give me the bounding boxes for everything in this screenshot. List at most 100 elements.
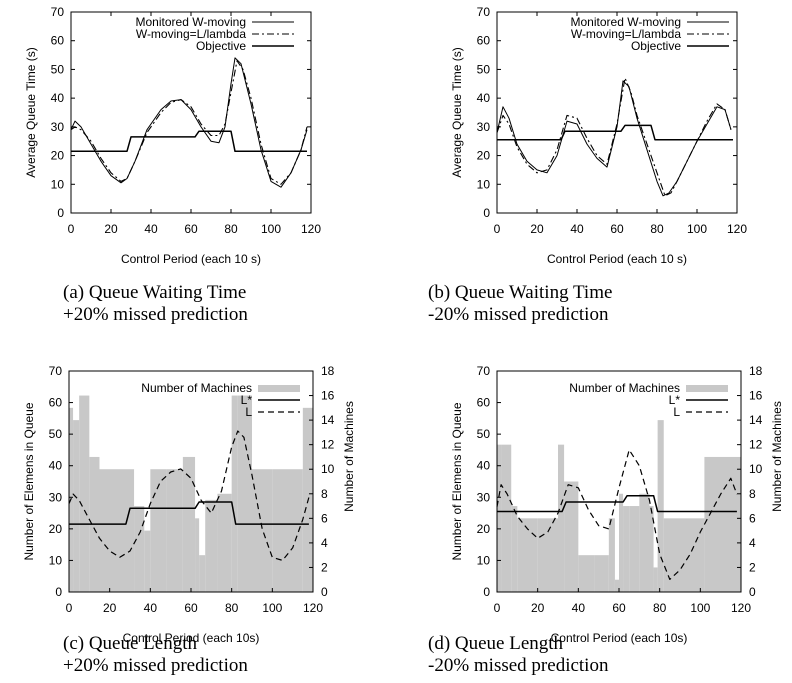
x-tick-label: 100 — [262, 601, 282, 615]
x-tick-label: 120 — [731, 601, 751, 615]
bar — [79, 395, 90, 592]
x-tick-label: 20 — [530, 222, 544, 236]
y-tick-label: 70 — [51, 5, 65, 19]
y-tick-label: 40 — [477, 91, 491, 105]
y2-tick-label: 12 — [749, 438, 763, 452]
x-tick-label: 0 — [68, 222, 75, 236]
y-tick-label: 70 — [477, 364, 491, 378]
y-tick-label: 10 — [477, 177, 491, 191]
bar — [73, 420, 80, 592]
legend: Monitored W-movingW-moving=L/lambdaObjec… — [136, 15, 294, 53]
x-tick-label: 80 — [225, 601, 239, 615]
bar — [517, 518, 538, 592]
bar — [537, 518, 558, 592]
series-line — [497, 124, 733, 141]
y-tick-label: 50 — [49, 427, 63, 441]
bar — [195, 518, 200, 592]
caption-line: (b) Queue Waiting Time — [428, 282, 613, 303]
y-tick-label: 0 — [57, 206, 64, 220]
series-line — [70, 57, 308, 188]
plot-frame — [496, 11, 738, 214]
bar — [619, 493, 624, 592]
caption-line: (a) Queue Waiting Time — [63, 282, 247, 303]
bar — [217, 493, 232, 592]
y2-tick-label: 0 — [749, 585, 756, 599]
bar — [653, 567, 658, 592]
x-tick-label: 40 — [144, 222, 158, 236]
x-tick-label: 100 — [690, 601, 710, 615]
x-axis-label: Control Period (each 10s) — [123, 631, 260, 645]
x-tick-label: 0 — [494, 601, 501, 615]
x-tick-label: 0 — [66, 601, 73, 615]
y-tick-label: 10 — [477, 553, 491, 567]
y2-tick-label: 4 — [749, 536, 756, 550]
y2-tick-label: 10 — [321, 462, 335, 476]
caption-line: (d) Queue Length — [428, 633, 564, 654]
bar — [144, 530, 151, 592]
y-tick-label: 20 — [477, 522, 491, 536]
y2-tick-label: 6 — [321, 511, 328, 525]
legend-label: L* — [241, 393, 253, 407]
legend-label: Objective — [196, 39, 246, 53]
y-tick-label: 0 — [483, 206, 490, 220]
y2-tick-label: 18 — [749, 364, 763, 378]
y-tick-label: 50 — [477, 427, 491, 441]
y-tick-label: 60 — [477, 34, 491, 48]
y-tick-label: 60 — [477, 396, 491, 410]
y2-tick-label: 8 — [749, 487, 756, 501]
caption-line: -20% missed prediction — [428, 304, 609, 325]
x-tick-label: 80 — [650, 222, 664, 236]
caption-line: +20% missed prediction — [63, 304, 248, 325]
y-tick-label: 70 — [477, 5, 491, 19]
x-tick-label: 100 — [261, 222, 281, 236]
y-tick-label: 70 — [49, 364, 63, 378]
chart-panel-b: 0 20 40 60 80 100 120 0 10 20 30 40 50 60 70 Control Pe… — [450, 5, 747, 266]
caption-line: -20% missed prediction — [428, 655, 609, 676]
y-tick-label: 50 — [51, 62, 65, 76]
x-tick-label: 60 — [612, 601, 626, 615]
bar — [594, 555, 609, 592]
legend-label: W-moving=L/lambda — [136, 27, 246, 41]
bar — [578, 555, 595, 592]
plot-frame — [70, 11, 312, 214]
legend-swatch — [258, 385, 300, 392]
bar — [150, 469, 167, 592]
y2-tick-label: 16 — [749, 389, 763, 403]
bar — [166, 469, 183, 592]
x-tick-label: 80 — [224, 222, 238, 236]
chart-panel-d: 0 20 40 60 80 100 120 0 10 20 30 40 50 60 70 0 2 4 6 8 10 12 1… — [450, 364, 784, 645]
bar — [205, 499, 218, 592]
y-tick-label: 30 — [51, 120, 65, 134]
bar — [614, 579, 619, 592]
series-line — [496, 80, 732, 197]
y2-tick-label: 14 — [749, 413, 763, 427]
series-line — [497, 494, 737, 513]
caption-line: +20% missed prediction — [63, 655, 248, 676]
y2-tick-label: 14 — [321, 413, 335, 427]
y2-axis-label: Number of Machines — [770, 401, 784, 512]
bar — [497, 444, 502, 592]
y-axis-label: Number of Elemens in Queue — [22, 402, 36, 560]
y2-tick-label: 2 — [321, 560, 328, 574]
bar — [629, 506, 640, 592]
bar — [252, 469, 273, 592]
series-line — [496, 77, 732, 197]
y-tick-label: 0 — [55, 585, 62, 599]
y-tick-label: 20 — [49, 522, 63, 536]
x-tick-label: 20 — [104, 222, 118, 236]
bar — [501, 444, 512, 592]
legend-label: Monitored W-moving — [136, 15, 246, 29]
x-axis-label: Control Period (each 10 s) — [121, 252, 261, 266]
legend-label: Number of Machines — [569, 381, 680, 395]
bar — [657, 420, 664, 592]
bar — [704, 456, 741, 592]
y-tick-label: 30 — [477, 490, 491, 504]
x-tick-label: 40 — [570, 222, 584, 236]
bar — [199, 555, 206, 592]
x-tick-label: 120 — [727, 222, 747, 236]
legend-label: Objective — [631, 39, 681, 53]
bar — [511, 506, 518, 592]
y-tick-label: 0 — [483, 585, 490, 599]
x-tick-label: 40 — [572, 601, 586, 615]
y-tick-label: 40 — [477, 459, 491, 473]
